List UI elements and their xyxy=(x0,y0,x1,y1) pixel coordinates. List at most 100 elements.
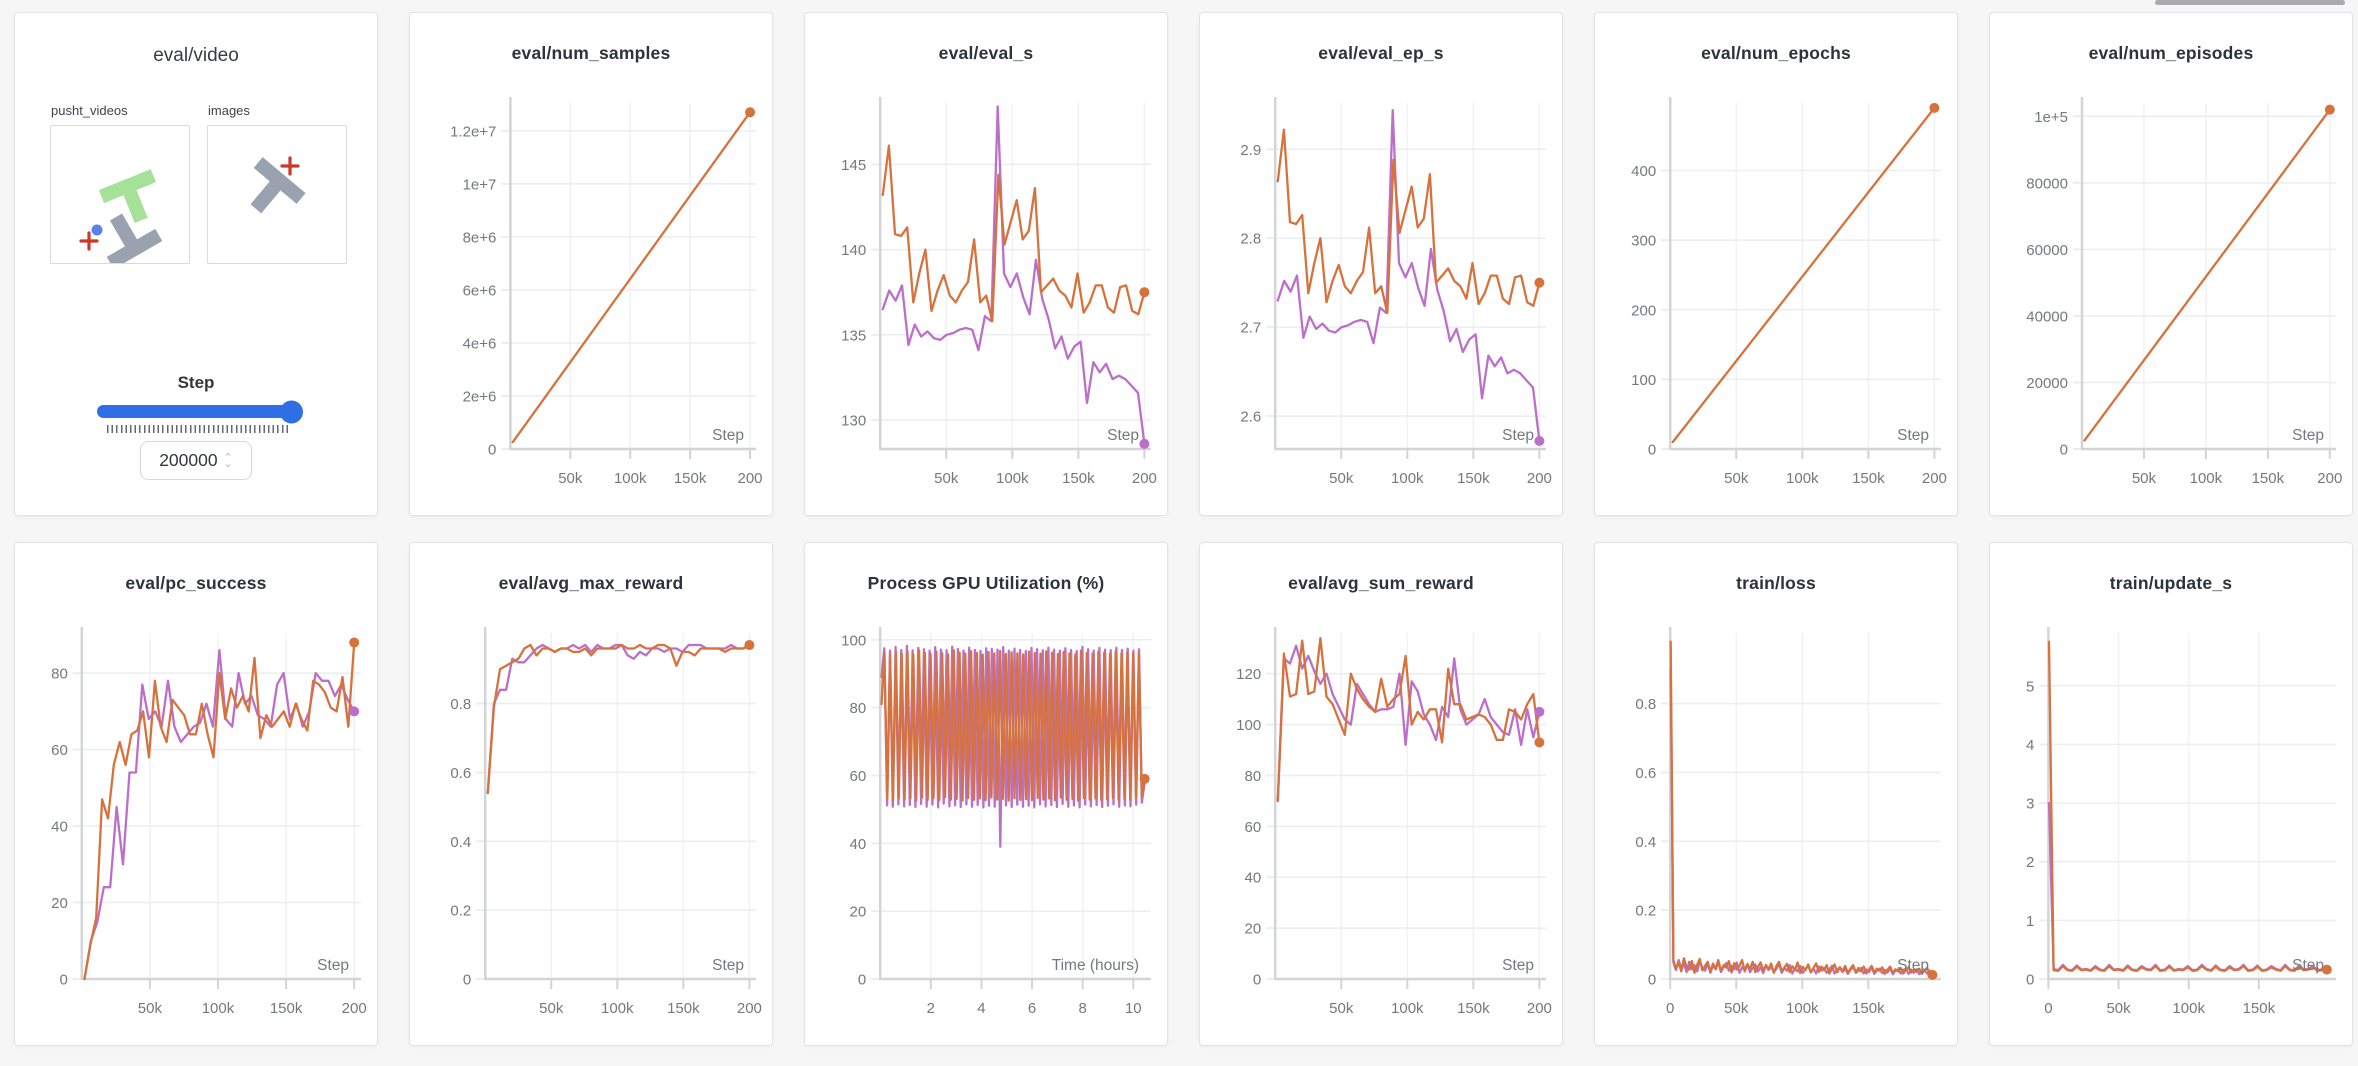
svg-text:130: 130 xyxy=(841,413,866,430)
panel-eval-avg-max-reward[interactable]: eval/avg_max_reward 0 0.2 0.4 0.6 0.8 50k 100k… xyxy=(409,542,773,1046)
svg-text:2.6: 2.6 xyxy=(1240,409,1261,426)
panel-eval-num-episodes[interactable]: eval/num_episodes 0 20000 40000 60000 80000 1… xyxy=(1989,12,2353,516)
svg-text:200: 200 xyxy=(1132,470,1157,487)
svg-text:0: 0 xyxy=(1666,1000,1674,1017)
svg-text:Step: Step xyxy=(712,427,744,444)
svg-text:50k: 50k xyxy=(1329,1000,1354,1017)
svg-text:80: 80 xyxy=(850,700,867,717)
svg-text:Step: Step xyxy=(1502,957,1534,974)
svg-text:0.8: 0.8 xyxy=(1635,696,1656,713)
svg-text:100k: 100k xyxy=(202,1000,235,1017)
svg-text:100k: 100k xyxy=(1391,470,1424,487)
panel-eval-pc-success[interactable]: eval/pc_success 0 20 40 60 80 50k 100k 150k 200 S… xyxy=(14,542,378,1046)
svg-text:150k: 150k xyxy=(1852,470,1885,487)
media-item-pusht-videos: pusht_videos xyxy=(50,103,190,264)
svg-text:135: 135 xyxy=(841,327,866,344)
panel-process-gpu-utilization[interactable]: Process GPU Utilization (%) 0 20 40 60 80 100… xyxy=(804,542,1168,1046)
step-slider-thumb[interactable] xyxy=(280,400,303,423)
chart-title: eval/avg_sum_reward xyxy=(1288,573,1474,593)
svg-text:0.8: 0.8 xyxy=(450,696,471,713)
chart-canvas: 0 2e+6 4e+6 6e+6 8e+6 1e+7 1.2e+7 50k 100k 150k 20… xyxy=(450,97,763,487)
svg-text:200: 200 xyxy=(342,1000,367,1017)
step-slider-track[interactable] xyxy=(97,405,297,418)
chart-title: eval/eval_ep_s xyxy=(1318,43,1444,63)
chart-title: eval/num_epochs xyxy=(1701,43,1851,63)
media-row: pusht_videos images xyxy=(50,103,347,264)
svg-text:Step: Step xyxy=(1107,427,1139,444)
svg-text:80: 80 xyxy=(51,666,68,683)
goal-cross-icon xyxy=(79,231,99,251)
pusht-videos-frame[interactable] xyxy=(50,125,190,264)
svg-text:0: 0 xyxy=(488,442,496,459)
svg-text:100k: 100k xyxy=(2172,1000,2205,1017)
svg-text:200: 200 xyxy=(1527,470,1552,487)
svg-text:50k: 50k xyxy=(138,1000,163,1017)
panel-grid: eval/video pusht_videos images xyxy=(14,12,2353,1046)
goal-cross-icon xyxy=(280,156,300,176)
agent-dot xyxy=(91,224,103,236)
svg-text:1e+5: 1e+5 xyxy=(2034,109,2068,126)
svg-text:60000: 60000 xyxy=(2026,242,2068,259)
svg-text:2: 2 xyxy=(2026,854,2034,871)
svg-text:0: 0 xyxy=(858,972,866,989)
svg-text:4e+6: 4e+6 xyxy=(463,335,497,352)
chart-title: train/update_s xyxy=(2109,573,2233,593)
svg-text:0.4: 0.4 xyxy=(1635,834,1656,851)
svg-text:50k: 50k xyxy=(1724,470,1749,487)
panel-train-update-s[interactable]: train/update_s 0 1 2 3 4 5 0 50k 100k 150k Step xyxy=(1989,542,2353,1046)
chart-canvas: 0 20 40 60 80 100 2 4 6 8 10 Time (hours) xyxy=(841,627,1151,1017)
chart-canvas: 130 135 140 145 50k 100k 150k 200 Step xyxy=(841,97,1157,487)
svg-text:0: 0 xyxy=(1648,442,1656,459)
svg-text:400: 400 xyxy=(1631,163,1656,180)
images-thumbnail-image xyxy=(250,156,306,214)
svg-text:4: 4 xyxy=(977,1000,985,1017)
media-caption-images: images xyxy=(208,103,250,118)
svg-text:100k: 100k xyxy=(1786,1000,1819,1017)
svg-text:50k: 50k xyxy=(934,470,959,487)
step-slider-label: Step xyxy=(177,373,215,392)
svg-text:100k: 100k xyxy=(614,470,647,487)
spinner-up-icon[interactable]: ⌃ xyxy=(223,451,233,464)
svg-text:100k: 100k xyxy=(2190,470,2223,487)
svg-text:145: 145 xyxy=(841,157,866,174)
svg-text:100: 100 xyxy=(1631,372,1656,389)
panel-eval-num-epochs[interactable]: eval/num_epochs 0 100 200 300 400 50k 100k 150k… xyxy=(1594,12,1958,516)
panel-train-loss[interactable]: train/loss 0 0.2 0.4 0.6 0.8 0 50k 100k 150k Step xyxy=(1594,542,1958,1046)
svg-text:50k: 50k xyxy=(2106,1000,2131,1017)
svg-text:0.4: 0.4 xyxy=(450,834,471,851)
svg-text:0.2: 0.2 xyxy=(1635,903,1656,920)
svg-text:2: 2 xyxy=(927,1000,935,1017)
step-value-input[interactable]: 200000 ⌃ ⌄ xyxy=(140,441,252,480)
scrollbar-thumb[interactable] xyxy=(2155,0,2345,5)
svg-text:1.2e+7: 1.2e+7 xyxy=(450,123,496,140)
spinner-down-icon[interactable]: ⌄ xyxy=(223,457,233,470)
step-slider[interactable] xyxy=(97,400,303,423)
svg-text:8e+6: 8e+6 xyxy=(463,229,497,246)
svg-text:20: 20 xyxy=(850,904,867,921)
svg-text:1: 1 xyxy=(2026,913,2034,930)
chart-canvas: 0 1 2 3 4 5 0 50k 100k 150k Step xyxy=(2026,627,2336,1017)
svg-text:5: 5 xyxy=(2026,678,2034,695)
svg-text:120: 120 xyxy=(1236,666,1261,683)
svg-text:150k: 150k xyxy=(1062,470,1095,487)
svg-text:6e+6: 6e+6 xyxy=(463,282,497,299)
svg-text:40000: 40000 xyxy=(2026,308,2068,325)
step-spinner: ⌃ ⌄ xyxy=(223,451,233,470)
svg-text:200: 200 xyxy=(1922,470,1947,487)
panel-eval-num-samples[interactable]: eval/num_samples 0 2e+6 4e+6 6e+6 8e+6 1e+7 1.… xyxy=(409,12,773,516)
svg-text:40: 40 xyxy=(51,819,68,836)
panel-eval-eval-ep-s[interactable]: eval/eval_ep_s 2.6 2.7 2.8 2.9 50k 100k 150k 20… xyxy=(1199,12,1563,516)
panel-eval-eval-s[interactable]: eval/eval_s 130 135 140 145 50k 100k 150k 200 St… xyxy=(804,12,1168,516)
svg-text:0: 0 xyxy=(2060,442,2068,459)
panel-eval-avg-sum-reward[interactable]: eval/avg_sum_reward 0 20 40 60 80 100 120 50k 10… xyxy=(1199,542,1563,1046)
svg-text:60: 60 xyxy=(51,742,68,759)
svg-text:Step: Step xyxy=(317,957,349,974)
chart-canvas: 0 20 40 60 80 50k 100k 150k 200 Step xyxy=(51,627,367,1017)
svg-text:150k: 150k xyxy=(1852,1000,1885,1017)
chart-title: eval/num_samples xyxy=(511,43,671,63)
svg-text:20000: 20000 xyxy=(2026,375,2068,392)
svg-text:2.9: 2.9 xyxy=(1240,142,1261,159)
svg-text:Step: Step xyxy=(1502,427,1534,444)
images-frame[interactable] xyxy=(207,125,347,264)
svg-text:60: 60 xyxy=(850,768,867,785)
